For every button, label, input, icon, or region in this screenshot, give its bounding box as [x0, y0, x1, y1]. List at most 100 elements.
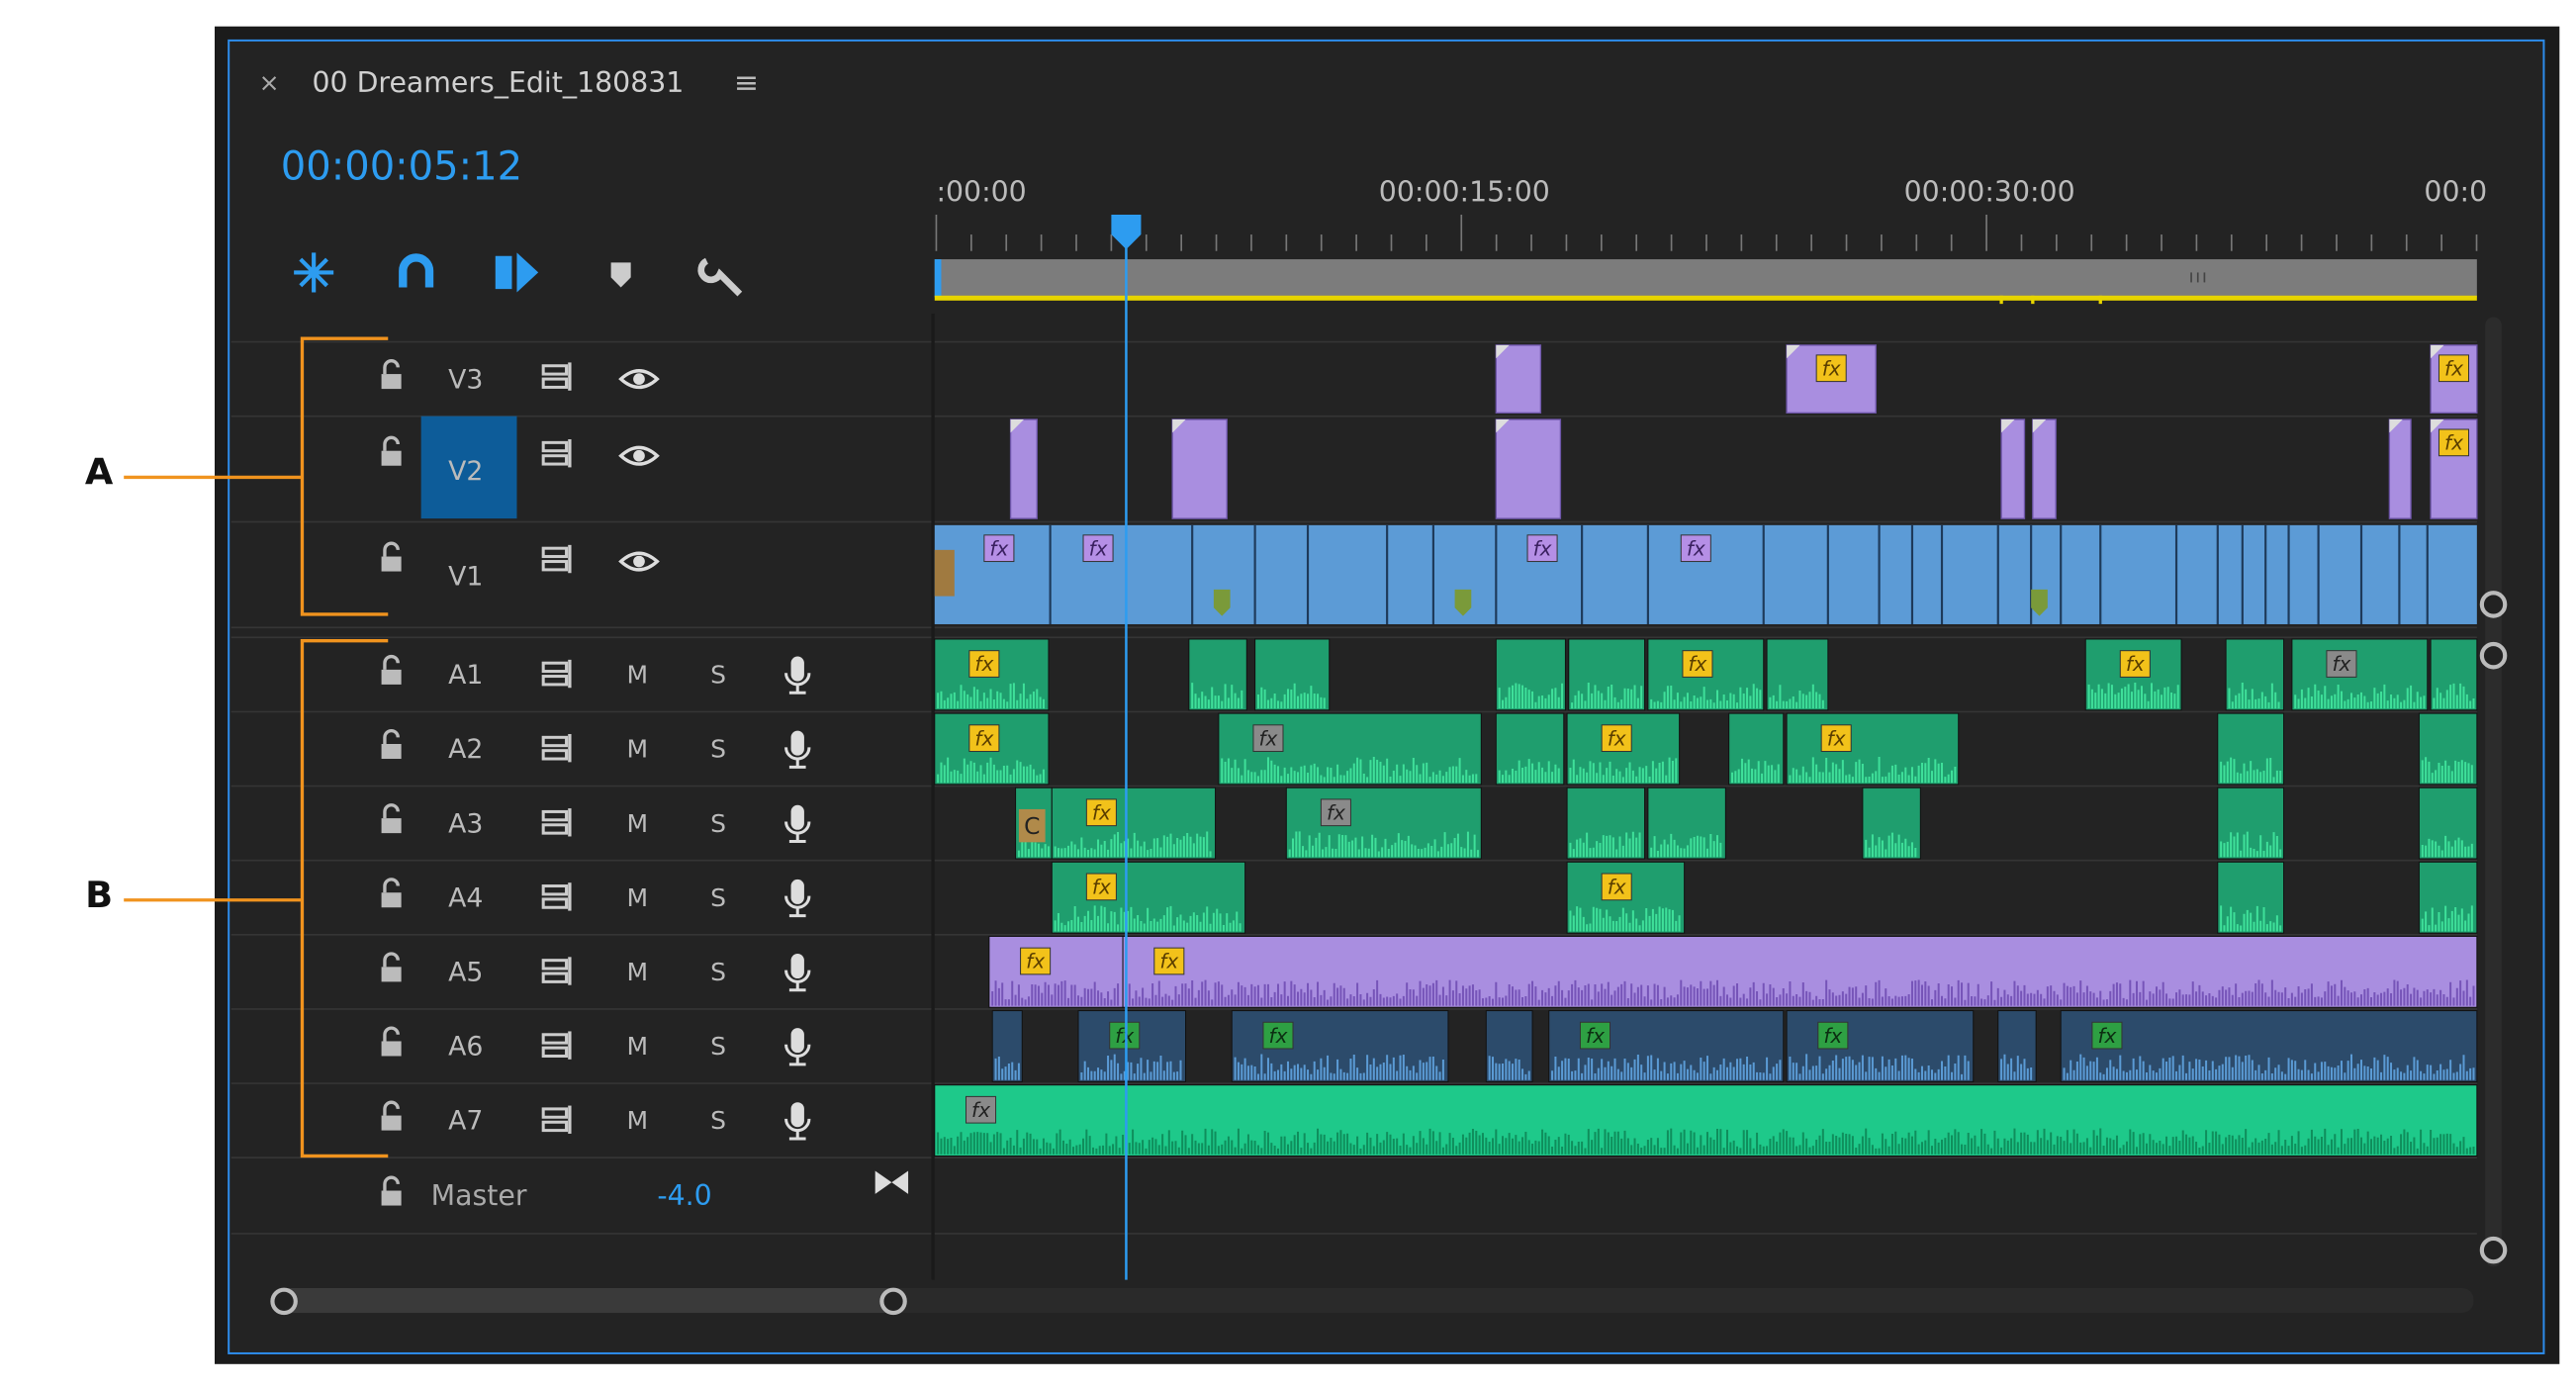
track-name[interactable]: A4: [448, 882, 483, 913]
fx-badge-label: fx: [1092, 800, 1112, 824]
track-visibility[interactable]: [618, 369, 660, 390]
audio-waveform: [1569, 831, 1641, 858]
solo-button[interactable]: S: [710, 661, 726, 690]
audio-waveform: [1569, 757, 1678, 784]
fx-badge: [1082, 534, 1114, 563]
master-volume[interactable]: -4.0: [657, 1179, 711, 1212]
voice-over-record[interactable]: [784, 656, 811, 694]
audio-waveform: [1488, 1056, 1530, 1080]
mute-button[interactable]: M: [627, 735, 649, 764]
mute-button[interactable]: M: [627, 809, 649, 838]
track-output-toggle[interactable]: [541, 1105, 572, 1134]
voice-over-record[interactable]: [784, 879, 811, 918]
voice-over-record[interactable]: [784, 1102, 811, 1141]
track-name[interactable]: V2: [448, 456, 483, 487]
track-lock[interactable]: [381, 435, 402, 466]
audio-clip: [1568, 638, 1646, 711]
track-name[interactable]: A6: [448, 1032, 483, 1063]
track-lock[interactable]: [381, 728, 402, 760]
track-output-toggle[interactable]: [541, 544, 572, 574]
solo-button[interactable]: S: [710, 883, 726, 912]
track-headers: V3 V2 V1 A1 M S A2 M S A3 M S A4 M S A5 M S A6 M S A7 M S Master…: [230, 314, 2477, 1280]
lock-body: [381, 1190, 402, 1206]
marker-tool[interactable]: [610, 262, 631, 288]
mic-head: [790, 953, 804, 979]
voice-over-record[interactable]: [784, 804, 811, 843]
track-visibility[interactable]: [618, 445, 660, 466]
solo-button[interactable]: S: [710, 958, 726, 986]
track-name[interactable]: A7: [448, 1106, 483, 1137]
eye-pupil: [633, 373, 645, 385]
lock-shackle: [383, 803, 400, 819]
voice-over-record[interactable]: [784, 730, 811, 769]
track-name[interactable]: A1: [448, 660, 483, 691]
track-lock[interactable]: [381, 541, 402, 572]
voice-over-record[interactable]: [784, 1028, 811, 1066]
mic-stand: [784, 1118, 811, 1141]
scroll-handle[interactable]: [879, 1287, 907, 1316]
track-name[interactable]: V3: [448, 364, 483, 395]
track-lock[interactable]: [381, 803, 402, 834]
fx-badge: [1817, 1021, 1849, 1050]
audio-waveform: [937, 757, 1045, 784]
audio-clip: [1786, 712, 1960, 786]
track-lock[interactable]: [381, 1026, 402, 1057]
ruler-label: 00:00:15:00: [1379, 175, 1550, 208]
scroll-handle[interactable]: [2479, 1236, 2508, 1264]
audio-waveform: [994, 1057, 1020, 1080]
timecode[interactable]: 00:00:05:12: [281, 143, 522, 189]
fx-badge: [1526, 534, 1558, 563]
mute-button[interactable]: M: [627, 1032, 649, 1061]
track-name[interactable]: A3: [448, 808, 483, 839]
track-output-toggle[interactable]: [541, 659, 572, 689]
mute-button[interactable]: M: [627, 883, 649, 912]
solo-button[interactable]: S: [710, 1032, 726, 1061]
solo-button[interactable]: S: [710, 735, 726, 764]
scroll-handle[interactable]: [2479, 641, 2508, 670]
solo-button[interactable]: S: [710, 809, 726, 838]
track-output-toggle[interactable]: [541, 439, 572, 468]
track-output-toggle[interactable]: [541, 362, 572, 391]
scroll-handle[interactable]: [270, 1287, 298, 1316]
track-visibility[interactable]: [618, 551, 660, 572]
panel-menu[interactable]: ≡: [734, 66, 759, 101]
track-lock[interactable]: [381, 878, 402, 908]
playhead[interactable]: [1111, 215, 1142, 1280]
track-output-toggle[interactable]: [541, 808, 572, 837]
annotation-label: A: [85, 451, 114, 494]
fx-badge-label: fx: [1259, 726, 1279, 750]
mute-button[interactable]: M: [627, 661, 649, 690]
track-lock[interactable]: [381, 654, 402, 685]
track-name[interactable]: A5: [448, 958, 483, 988]
lock-body: [381, 743, 402, 760]
linked-selection-tool[interactable]: [399, 253, 434, 288]
track-output-toggle[interactable]: [541, 957, 572, 985]
mic-stand: [784, 673, 811, 694]
scroll-handle[interactable]: [2479, 591, 2508, 618]
horizontal-scroll-thumb[interactable]: [284, 1288, 894, 1314]
track-output-toggle[interactable]: [541, 733, 572, 763]
settings-tool[interactable]: [697, 257, 743, 297]
track-output-toggle[interactable]: [541, 882, 572, 911]
track-lock[interactable]: [381, 1175, 402, 1206]
snap-tool[interactable]: [294, 252, 334, 293]
solo-button[interactable]: S: [710, 1106, 726, 1135]
track-output-toggle[interactable]: [541, 1031, 572, 1060]
clip-corner: [1172, 418, 1186, 433]
track-lock[interactable]: [381, 952, 402, 982]
voice-over-record[interactable]: [784, 953, 811, 992]
eye-pupil: [633, 555, 645, 568]
track-name[interactable]: V1: [448, 562, 483, 593]
fx-badge: [1579, 1021, 1611, 1050]
mic-head: [790, 879, 804, 904]
close-button[interactable]: ×: [259, 68, 280, 97]
mute-button[interactable]: M: [627, 958, 649, 986]
mute-button[interactable]: M: [627, 1106, 649, 1135]
audio-waveform: [1865, 832, 1917, 858]
track-lock[interactable]: [381, 1100, 402, 1131]
marker-tick: [2098, 295, 2102, 305]
track-lock[interactable]: [381, 359, 402, 390]
icon-part: [541, 749, 569, 761]
icon-part: [541, 377, 569, 389]
track-name[interactable]: A2: [448, 734, 483, 765]
